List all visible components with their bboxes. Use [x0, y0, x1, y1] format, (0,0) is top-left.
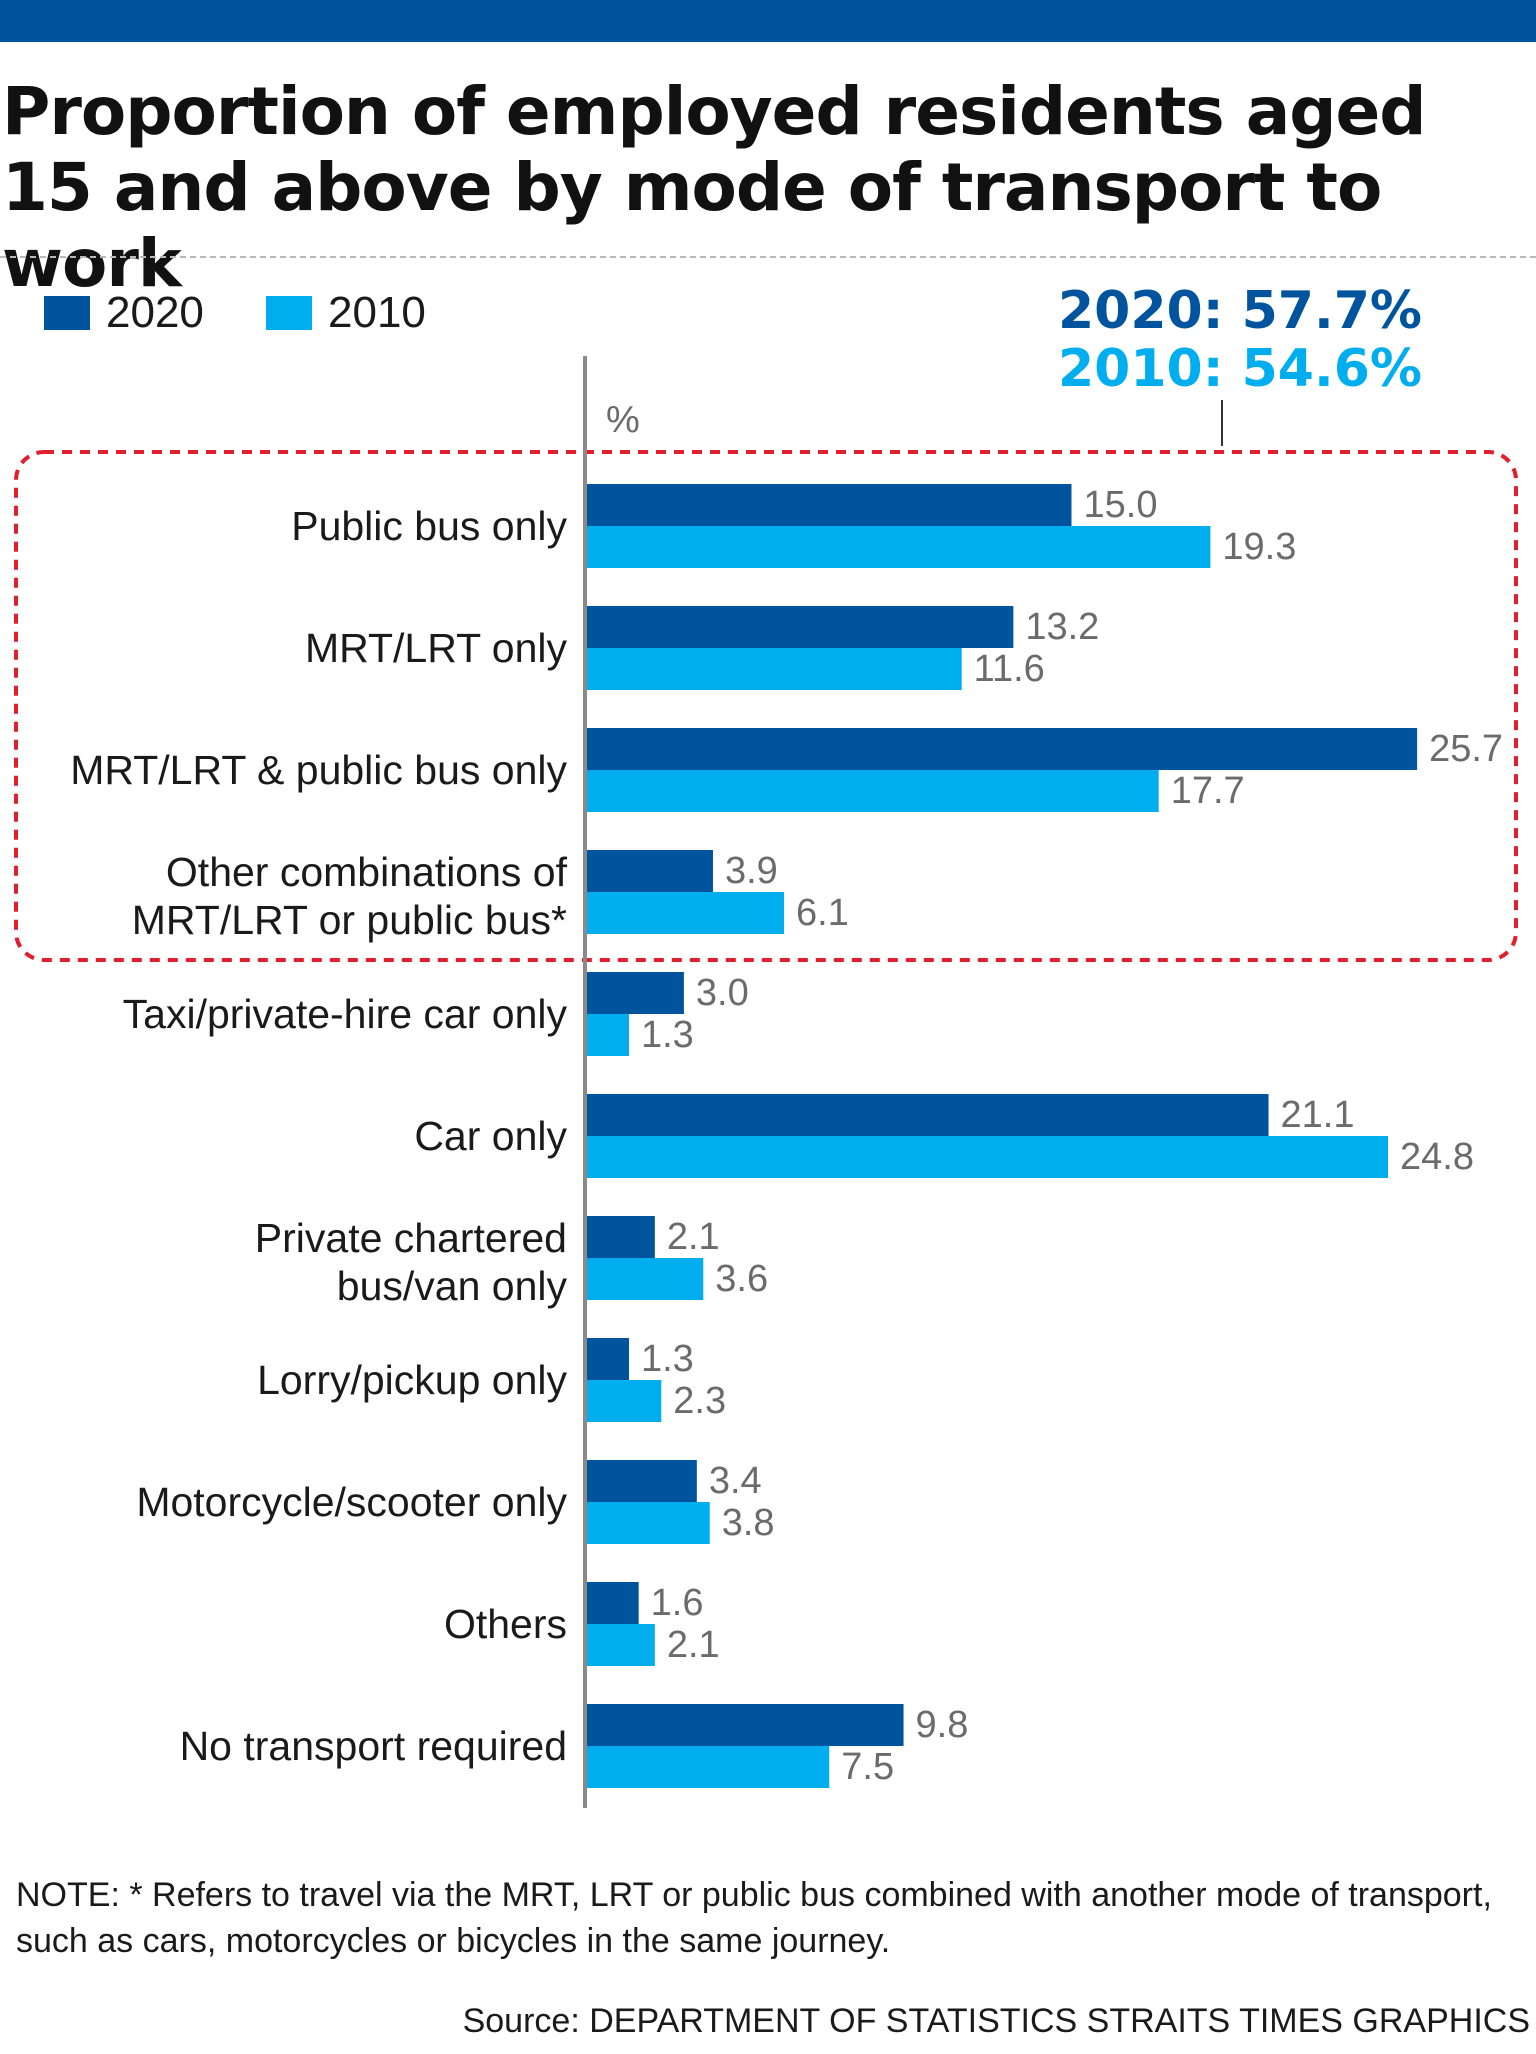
category-label-mrt-lrt-public-bus-only: MRT/LRT & public bus only: [70, 747, 567, 793]
bar-2010-taxi-private-hire-car-only: [587, 1014, 629, 1056]
category-label-motorcycle-scooter-only: Motorcycle/scooter only: [136, 1479, 567, 1525]
category-label-car-only: Car only: [414, 1113, 567, 1159]
bar-2020-car-only: [587, 1094, 1269, 1136]
data-label-2010-no-transport-required: 7.5: [841, 1746, 894, 1788]
data-label-2020-car-only: 21.1: [1281, 1094, 1355, 1136]
data-label-2020-lorry-pickup-only: 1.3: [641, 1338, 694, 1380]
bar-2010-private-chartered-bus-van-only: [587, 1258, 704, 1300]
data-label-2020-mrt-lrt-public-bus-only: 25.7: [1429, 728, 1503, 770]
legend-swatch-2010: [266, 296, 312, 330]
public-transport-highlight-box: [14, 450, 1518, 962]
bar-2010-others: [587, 1624, 655, 1666]
chart-title: Proportion of employed residents aged 15…: [2, 73, 1426, 302]
bar-2010-no-transport-required: [587, 1746, 830, 1788]
legend-label-2020: 2020: [106, 288, 204, 337]
data-label-2020-taxi-private-hire-car-only: 3.0: [696, 972, 749, 1014]
legend-item-2010: 2010: [266, 288, 426, 337]
data-label-2010-other-combinations-of-mrt-lrt-or-public-bus: 6.1: [796, 892, 849, 934]
legend-label-2010: 2010: [328, 288, 426, 337]
category-label-lorry-pickup-only: Lorry/pickup only: [257, 1357, 567, 1403]
bar-2020-public-bus-only: [587, 484, 1072, 526]
data-label-2020-others: 1.6: [651, 1582, 704, 1624]
category-label-public-bus-only: Public bus only: [291, 503, 567, 549]
bar-2010-motorcycle-scooter-only: [587, 1502, 710, 1544]
bar-2020-motorcycle-scooter-only: [587, 1460, 697, 1502]
bar-2010-car-only: [587, 1136, 1389, 1178]
axis-unit-label: %: [606, 399, 640, 441]
category-label-no-transport-required: No transport required: [180, 1723, 567, 1769]
data-label-2010-taxi-private-hire-car-only: 1.3: [641, 1014, 694, 1056]
bar-2020-no-transport-required: [587, 1704, 904, 1746]
bar-2020-mrt-lrt-public-bus-only: [587, 728, 1418, 770]
data-label-2020-public-bus-only: 15.0: [1084, 484, 1158, 526]
category-label-mrt-lrt-only: MRT/LRT only: [305, 625, 568, 671]
legend-swatch-2020: [44, 296, 90, 330]
data-label-2010-private-chartered-bus-van-only: 3.6: [715, 1258, 768, 1300]
category-label-others: Others: [444, 1601, 567, 1647]
bar-2010-mrt-lrt-public-bus-only: [587, 770, 1159, 812]
data-label-2020-private-chartered-bus-van-only: 2.1: [667, 1216, 720, 1258]
data-label-2020-other-combinations-of-mrt-lrt-or-public-bus: 3.9: [725, 850, 778, 892]
data-label-2010-motorcycle-scooter-only: 3.8: [722, 1502, 775, 1544]
total-annotation-2010: 2010: 54.6%: [1057, 339, 1423, 399]
data-label-2020-mrt-lrt-only: 13.2: [1025, 606, 1099, 648]
bar-2020-mrt-lrt-only: [587, 606, 1014, 648]
total-annotation-2020: 2020: 57.7%: [1057, 281, 1423, 341]
data-label-2020-no-transport-required: 9.8: [916, 1704, 969, 1746]
bar-2020-lorry-pickup-only: [587, 1338, 629, 1380]
data-label-2010-car-only: 24.8: [1400, 1136, 1474, 1178]
source-credit: Source: DEPARTMENT OF STATISTICS STRAITS…: [462, 2002, 1530, 2040]
legend-item-2020: 2020: [44, 288, 204, 337]
data-label-2010-public-bus-only: 19.3: [1222, 526, 1296, 568]
bar-2010-lorry-pickup-only: [587, 1380, 662, 1422]
bar-2010-mrt-lrt-only: [587, 648, 962, 690]
data-label-2010-lorry-pickup-only: 2.3: [673, 1380, 726, 1422]
bar-2020-private-chartered-bus-van-only: [587, 1216, 655, 1258]
header-bar: [0, 0, 1536, 42]
data-label-2010-others: 2.1: [667, 1624, 720, 1666]
category-label-other-combinations-of-mrt-lrt-or-public-bus: Other combinations of MRT/LRT or public b…: [132, 849, 568, 943]
bar-2010-public-bus-only: [587, 526, 1211, 568]
category-label-taxi-private-hire-car-only: Taxi/private-hire car only: [123, 991, 568, 1037]
title-divider: [0, 256, 1536, 258]
data-label-2020-motorcycle-scooter-only: 3.4: [709, 1460, 762, 1502]
bar-2020-other-combinations-of-mrt-lrt-or-public-bus: [587, 850, 713, 892]
footnote: NOTE: * Refers to travel via the MRT, LR…: [16, 1876, 1492, 1960]
data-label-2010-mrt-lrt-only: 11.6: [974, 648, 1045, 690]
bar-chart: % Public bus only 15.0 19.3 MRT/LRT only 13.…: [14, 356, 1518, 1808]
bar-2010-other-combinations-of-mrt-lrt-or-public-bus: [587, 892, 785, 934]
category-label-private-chartered-bus-van-only: Private chartered bus/van only: [255, 1215, 568, 1309]
bar-2020-taxi-private-hire-car-only: [587, 972, 684, 1014]
bar-2020-others: [587, 1582, 639, 1624]
data-label-2010-mrt-lrt-public-bus-only: 17.7: [1171, 770, 1245, 812]
